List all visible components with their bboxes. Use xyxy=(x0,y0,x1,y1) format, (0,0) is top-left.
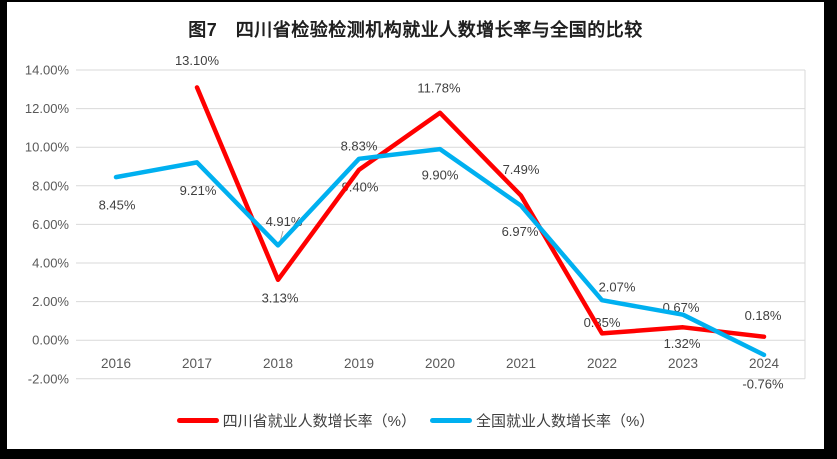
x-axis-tick-label: 2024 xyxy=(749,356,780,371)
chart-canvas: 图7 四川省检验检测机构就业人数增长率与全国的比较 14.00% 12.00% 10… xyxy=(7,2,824,449)
x-axis-tick-label: 2018 xyxy=(263,356,293,371)
y-axis-tick-label: 4.00% xyxy=(32,256,69,271)
data-label-national: -0.76% xyxy=(742,376,784,391)
legend-label-national: 全国就业人数增长率（%） xyxy=(476,413,655,430)
x-axis-tick-label: 2019 xyxy=(344,356,374,371)
y-axis-tick-label: 2.00% xyxy=(32,294,69,309)
x-axis-tick-label: 2020 xyxy=(425,356,455,371)
data-label-sichuan: 11.78% xyxy=(417,80,461,95)
data-label-national: 9.21% xyxy=(180,183,217,198)
y-axis-tick-label: 10.00% xyxy=(25,140,70,155)
data-label-sichuan: 7.49% xyxy=(503,162,540,177)
legend-label-sichuan: 四川省就业人数增长率（%） xyxy=(222,413,416,430)
x-axis-tick-label: 2017 xyxy=(182,356,212,371)
chart-title: 图7 四川省检验检测机构就业人数增长率与全国的比较 xyxy=(188,20,643,40)
y-axis-tick-label: 6.00% xyxy=(32,217,69,232)
data-label-sichuan: 0.18% xyxy=(745,308,782,323)
legend: 四川省就业人数增长率（%） 全国就业人数增长率（%） xyxy=(7,410,824,431)
data-label-national: 2.07% xyxy=(599,280,636,295)
data-label-sichuan: 13.10% xyxy=(175,53,220,68)
data-label-sichuan: 0.35% xyxy=(584,315,621,330)
data-label-national: 1.32% xyxy=(664,336,701,351)
legend-item-sichuan: 四川省就业人数增长率（%） xyxy=(176,410,416,431)
data-label-national: 6.97% xyxy=(502,224,539,239)
sichuan-line-swatch xyxy=(176,418,219,423)
x-axis-tick-label: 2021 xyxy=(506,356,536,371)
y-axis-tick-label: 8.00% xyxy=(32,178,69,193)
data-label-sichuan: 3.13% xyxy=(262,290,299,305)
data-label-sichuan: 8.83% xyxy=(341,138,378,153)
y-axis-tick-label: 0.00% xyxy=(32,333,69,348)
y-axis-tick-label: 12.00% xyxy=(25,101,70,116)
x-axis-tick-label: 2016 xyxy=(101,356,131,371)
series-line-sichuan xyxy=(194,85,767,339)
series-line-national xyxy=(113,146,767,358)
y-axis-tick-label: -2.00% xyxy=(28,371,70,386)
national-line-swatch xyxy=(430,418,472,423)
x-axis-tick-label: 2023 xyxy=(668,356,698,371)
data-label-national: 9.90% xyxy=(422,168,459,183)
line-chart: 14.00% 12.00% 10.00% 8.00% 6.00% 4.00% 2.00% 0.… xyxy=(25,53,806,391)
legend-item-national: 全国就业人数增长率（%） xyxy=(430,410,654,431)
data-label-national: 8.45% xyxy=(99,198,136,213)
data-label-national: 4.91% xyxy=(266,214,303,229)
y-axis-tick-label: 14.00% xyxy=(25,63,70,78)
x-axis-tick-label: 2022 xyxy=(587,356,617,371)
